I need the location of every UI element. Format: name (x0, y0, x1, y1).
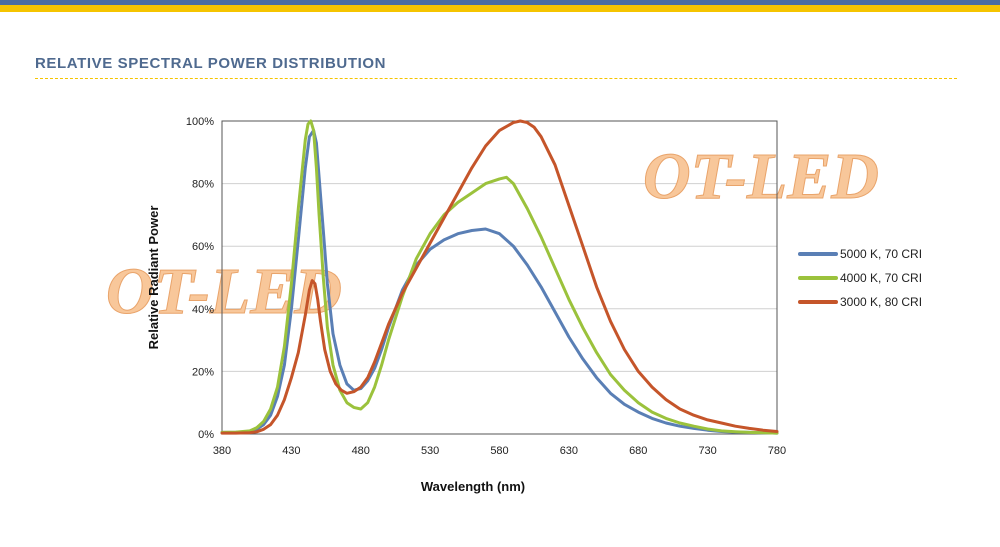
series-line-2 (220, 119, 779, 435)
series-lines (220, 119, 779, 435)
plot-area (221, 120, 778, 435)
page-title: RELATIVE SPECTRAL POWER DISTRIBUTION (35, 55, 387, 72)
x-tick-label: 430 (282, 445, 300, 457)
x-tick-label: 730 (698, 445, 716, 457)
x-axis-label: Wavelength (nm) (421, 479, 525, 494)
y-tick-label: 100% (186, 116, 214, 128)
header-yellow-stripe (0, 5, 1000, 12)
watermark-layer: OT-LED OT-LED (106, 140, 880, 329)
legend-label: 3000 K, 80 CRI (840, 295, 922, 309)
x-tick-label: 580 (490, 445, 508, 457)
legend-label: 4000 K, 70 CRI (840, 271, 922, 285)
x-tick-label: 680 (629, 445, 647, 457)
series-line-3 (220, 119, 779, 435)
y-tick-label: 0% (198, 429, 214, 441)
watermark-left: OT-LED (106, 255, 342, 328)
axis-ticks: 0% 20% 40% 60% 80% 100% 380 430 480 530 580 630 680 7… (186, 116, 786, 457)
x-tick-label: 480 (352, 445, 370, 457)
legend-label: 5000 K, 70 CRI (840, 247, 922, 261)
y-axis-label: Relative Radiant Power (146, 206, 161, 350)
x-tick-label: 530 (421, 445, 439, 457)
legend: 5000 K, 70 CRI 4000 K, 70 CRI 3000 K, 80 C… (798, 247, 922, 309)
y-tick-label: 60% (192, 241, 214, 253)
x-tick-label: 380 (213, 445, 231, 457)
header-blue-stripe (0, 0, 1000, 5)
y-tick-label: 80% (192, 179, 214, 191)
y-tick-label: 20% (192, 366, 214, 378)
x-tick-label: 630 (560, 445, 578, 457)
title-divider (35, 78, 957, 79)
y-tick-label: 40% (192, 304, 214, 316)
watermark-top: OT-LED (643, 140, 879, 213)
x-tick-label: 780 (768, 445, 786, 457)
